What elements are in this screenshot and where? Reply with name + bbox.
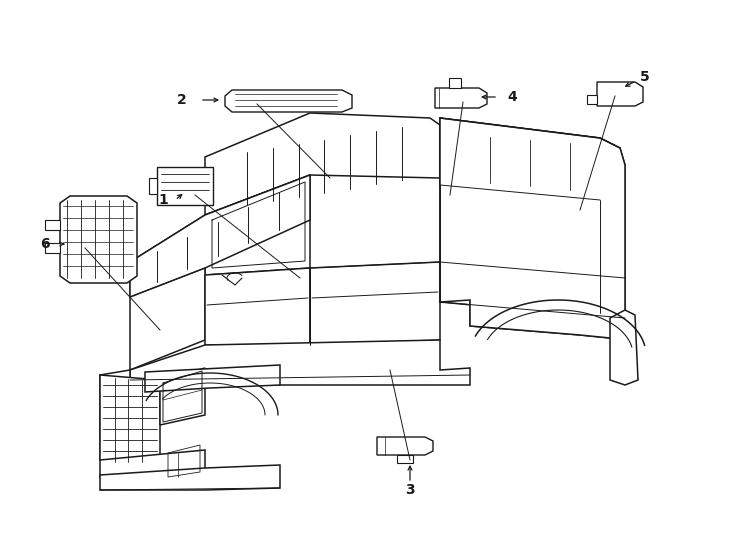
Polygon shape: [130, 215, 205, 370]
Polygon shape: [440, 125, 600, 200]
Polygon shape: [205, 113, 440, 215]
Polygon shape: [470, 300, 625, 338]
Polygon shape: [449, 78, 461, 88]
Polygon shape: [100, 465, 280, 490]
Polygon shape: [60, 196, 137, 283]
Polygon shape: [225, 90, 352, 112]
Polygon shape: [377, 437, 433, 455]
Polygon shape: [45, 243, 60, 253]
Polygon shape: [397, 455, 413, 463]
Polygon shape: [130, 340, 470, 398]
Polygon shape: [160, 368, 205, 425]
Text: 4: 4: [507, 90, 517, 104]
Polygon shape: [149, 178, 157, 194]
Polygon shape: [100, 370, 130, 460]
Polygon shape: [145, 365, 280, 392]
Polygon shape: [587, 95, 597, 104]
Polygon shape: [310, 262, 440, 345]
Polygon shape: [157, 167, 213, 205]
Polygon shape: [597, 82, 643, 106]
Polygon shape: [205, 175, 310, 275]
Polygon shape: [205, 268, 310, 345]
Polygon shape: [100, 375, 160, 462]
Text: 2: 2: [177, 93, 187, 107]
Text: 1: 1: [158, 193, 168, 207]
Text: 5: 5: [640, 70, 650, 84]
Text: 3: 3: [405, 483, 415, 497]
Text: 6: 6: [40, 237, 50, 251]
Polygon shape: [100, 450, 205, 480]
Polygon shape: [130, 175, 310, 297]
Polygon shape: [440, 118, 625, 318]
Polygon shape: [440, 118, 625, 338]
Polygon shape: [610, 310, 638, 385]
Polygon shape: [435, 88, 487, 108]
Polygon shape: [45, 220, 60, 230]
